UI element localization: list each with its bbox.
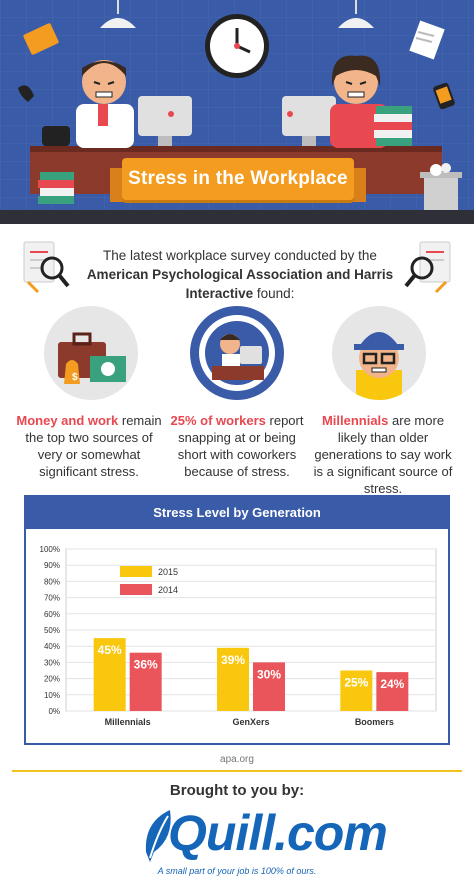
bar — [340, 670, 373, 711]
folder-icon — [23, 23, 59, 55]
brought-to-you-label: Brought to you by: — [169, 782, 305, 799]
data-label: 45% — [98, 643, 122, 657]
intro-suffix: found: — [253, 286, 295, 301]
legend-swatch — [120, 584, 152, 595]
stat-millennials-text: are more likely than older generations t… — [313, 413, 453, 496]
x-tick-label: GenXers — [232, 717, 269, 727]
telephone-icon — [18, 85, 34, 102]
y-tick-label: 0% — [48, 707, 60, 716]
clipboard-magnifier-right-icon — [404, 241, 451, 294]
stat-workers-text: report snapping at or being short with c… — [177, 413, 304, 479]
legend-label: 2015 — [158, 567, 178, 577]
stressed-man-icon — [76, 60, 134, 148]
data-label: 36% — [134, 658, 158, 672]
stat-money-text: remain the top two sources of very or so… — [25, 413, 162, 479]
stressed-woman-icon — [330, 55, 388, 148]
lamp-left-icon — [100, 0, 136, 28]
title-banner: Stress in the Workplace — [122, 158, 354, 200]
page-title: Stress in the Workplace — [128, 168, 348, 189]
stat-millennials-highlight: Millennials — [321, 413, 389, 428]
legend-label: 2014 — [158, 585, 178, 595]
millennial-icon — [354, 332, 404, 400]
quill-logo[interactable]: Quill.com — [140, 806, 388, 866]
data-label: 30% — [257, 667, 281, 681]
angry-worker-icon — [199, 315, 275, 391]
monitor-right-icon — [282, 96, 336, 146]
y-tick-label: 40% — [44, 642, 60, 651]
monitor-left-icon — [138, 96, 192, 146]
bar — [93, 638, 126, 711]
y-tick-label: 90% — [44, 561, 60, 570]
intro-text: The latest workplace survey conducted by… — [80, 246, 400, 303]
header-illustration: Stress in the Workplace — [0, 0, 474, 224]
clock-icon — [205, 14, 269, 78]
stat-millennials: Millennials are more likely than older g… — [308, 412, 458, 497]
feather-icon — [145, 810, 171, 862]
bar — [129, 652, 162, 711]
bar — [253, 662, 285, 711]
y-tick-label: 100% — [40, 545, 60, 554]
svg-text:$: $ — [72, 372, 78, 383]
keyboard-left-icon — [42, 126, 70, 146]
tagline: A small part of your job is 100% of ours… — [157, 866, 317, 876]
divider — [12, 770, 462, 772]
data-label: 25% — [344, 676, 368, 690]
workers-illustration — [190, 306, 284, 400]
millennial-illustration — [332, 306, 426, 400]
y-tick-label: 50% — [44, 626, 60, 635]
intro-prefix: The latest workplace survey conducted by… — [103, 248, 377, 263]
x-tick-label: Boomers — [355, 717, 394, 727]
office-scene — [18, 0, 462, 214]
stat-workers: 25% of workers report snapping at or bei… — [162, 412, 312, 480]
money-work-illustration: $ — [44, 306, 138, 400]
chart-container: Stress Level by Generation 0% 10% 20% 30% 40… — [24, 495, 450, 745]
x-tick-label: Millennials — [105, 717, 151, 727]
briefcase-money-icon: $ — [58, 332, 126, 384]
y-tick-label: 30% — [44, 658, 60, 667]
legend-swatch — [120, 566, 152, 577]
y-tick-label: 70% — [44, 594, 60, 603]
bar — [217, 647, 249, 711]
intro-org: American Psychological Association and H… — [86, 267, 394, 301]
stat-money-highlight: Money and work — [16, 413, 119, 428]
lamp-right-icon — [338, 0, 374, 28]
logo-text: Quill.com — [168, 805, 388, 861]
chart-title: Stress Level by Generation — [26, 497, 448, 529]
document-icon — [409, 20, 445, 60]
floor — [0, 210, 474, 224]
phone-icon — [433, 82, 455, 110]
trash-can-icon — [420, 163, 462, 214]
source-label: apa.org — [220, 754, 254, 765]
data-label: 24% — [380, 677, 404, 691]
data-label: 39% — [221, 653, 245, 667]
bar — [376, 672, 409, 711]
y-tick-label: 80% — [44, 577, 60, 586]
books-right-icon — [374, 106, 412, 146]
y-tick-label: 10% — [44, 691, 60, 700]
stat-money-work: Money and work remain the top two source… — [14, 412, 164, 480]
clipboard-magnifier-icon — [23, 241, 70, 294]
stat-workers-highlight: 25% of workers — [170, 413, 266, 428]
y-tick-label: 60% — [44, 610, 60, 619]
y-tick-label: 20% — [44, 675, 60, 684]
stress-chart: 0% 10% 20% 30% 40% 50% 60% 70% 80% 90% 100% 45% 36% M… — [40, 545, 437, 727]
books-left-icon — [38, 172, 74, 204]
